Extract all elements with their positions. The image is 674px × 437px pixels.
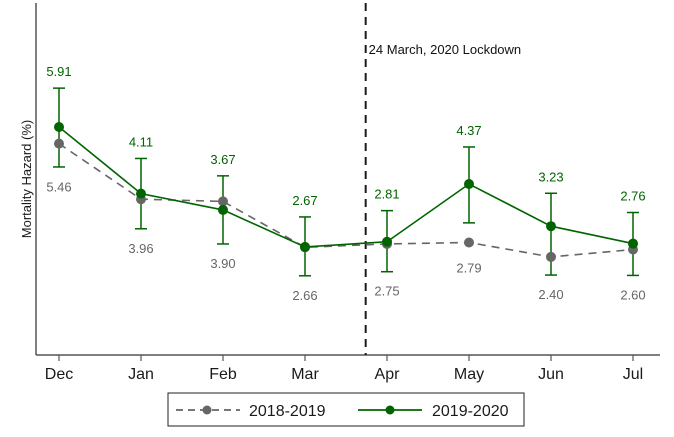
x-tick-label: Apr: [375, 366, 401, 383]
x-tick-label: Feb: [209, 366, 237, 383]
lockdown-annotation: 24 March, 2020 Lockdown: [364, 3, 521, 355]
y-axis-label: Mortality Hazard (%): [19, 120, 34, 238]
series-line-2019-2020: [58, 126, 634, 248]
data-label-2019-2020: 2.67: [292, 193, 317, 208]
legend: 2018-2019 2019-2020: [167, 392, 525, 427]
marker-2018-2019: [218, 196, 228, 207]
error-bar: [545, 192, 557, 276]
marker-2019-2020: [136, 188, 146, 199]
data-label-2018-2019: 2.79: [456, 260, 481, 275]
x-ticks: Dec Jan Feb Mar Apr May Jun Jul: [45, 355, 643, 383]
data-label-2019-2020: 3.67: [210, 152, 235, 167]
legend-label-2018-2019: 2018-2019: [249, 403, 326, 420]
marker-2018-2019: [464, 237, 474, 248]
data-labels: 5.46 3.96 3.90 2.66 2.75 2.79 2.40 2.60 5.91 4.11…: [46, 64, 645, 303]
x-tick-label: Jan: [128, 366, 154, 383]
marker-2019-2020: [382, 236, 392, 247]
series-lines: [58, 126, 634, 258]
legend-swatch-2019-2020-marker: [385, 405, 395, 415]
marker-2018-2019: [546, 251, 556, 262]
marker-2019-2020: [628, 238, 638, 249]
data-label-2018-2019: 5.46: [46, 180, 71, 195]
x-tick-label: Mar: [291, 366, 319, 383]
data-label-2019-2020: 3.23: [538, 169, 563, 184]
marker-2019-2020: [218, 204, 228, 215]
data-label-2018-2019: 2.40: [538, 287, 563, 302]
x-tick-label: Jul: [623, 366, 643, 383]
marker-2019-2020: [54, 121, 64, 132]
data-label-2018-2019: 2.66: [292, 288, 317, 303]
data-label-2019-2020: 5.91: [46, 64, 71, 79]
marker-2019-2020: [300, 241, 310, 252]
lockdown-annotation-text: 24 March, 2020 Lockdown: [369, 42, 521, 57]
data-label-2019-2020: 4.37: [456, 123, 481, 138]
marker-2018-2019: [54, 138, 64, 149]
x-tick-label: Jun: [538, 366, 564, 383]
axes: [35, 3, 660, 356]
legend-swatch-2018-2019-marker: [202, 405, 212, 415]
data-label-2019-2020: 4.11: [129, 134, 153, 149]
markers: [54, 121, 638, 262]
data-label-2019-2020: 2.81: [374, 187, 399, 202]
x-tick-label: Dec: [45, 366, 73, 383]
marker-2019-2020: [546, 221, 556, 232]
data-label-2019-2020: 2.76: [620, 188, 645, 203]
data-label-2018-2019: 3.96: [128, 241, 153, 256]
data-label-2018-2019: 2.60: [620, 287, 645, 302]
legend-label-2019-2020: 2019-2020: [432, 403, 509, 420]
x-tick-label: May: [454, 366, 484, 383]
data-label-2018-2019: 2.75: [374, 284, 399, 299]
series-line-2018-2019: [58, 142, 634, 258]
marker-2019-2020: [464, 178, 474, 189]
data-label-2018-2019: 3.90: [210, 256, 235, 271]
